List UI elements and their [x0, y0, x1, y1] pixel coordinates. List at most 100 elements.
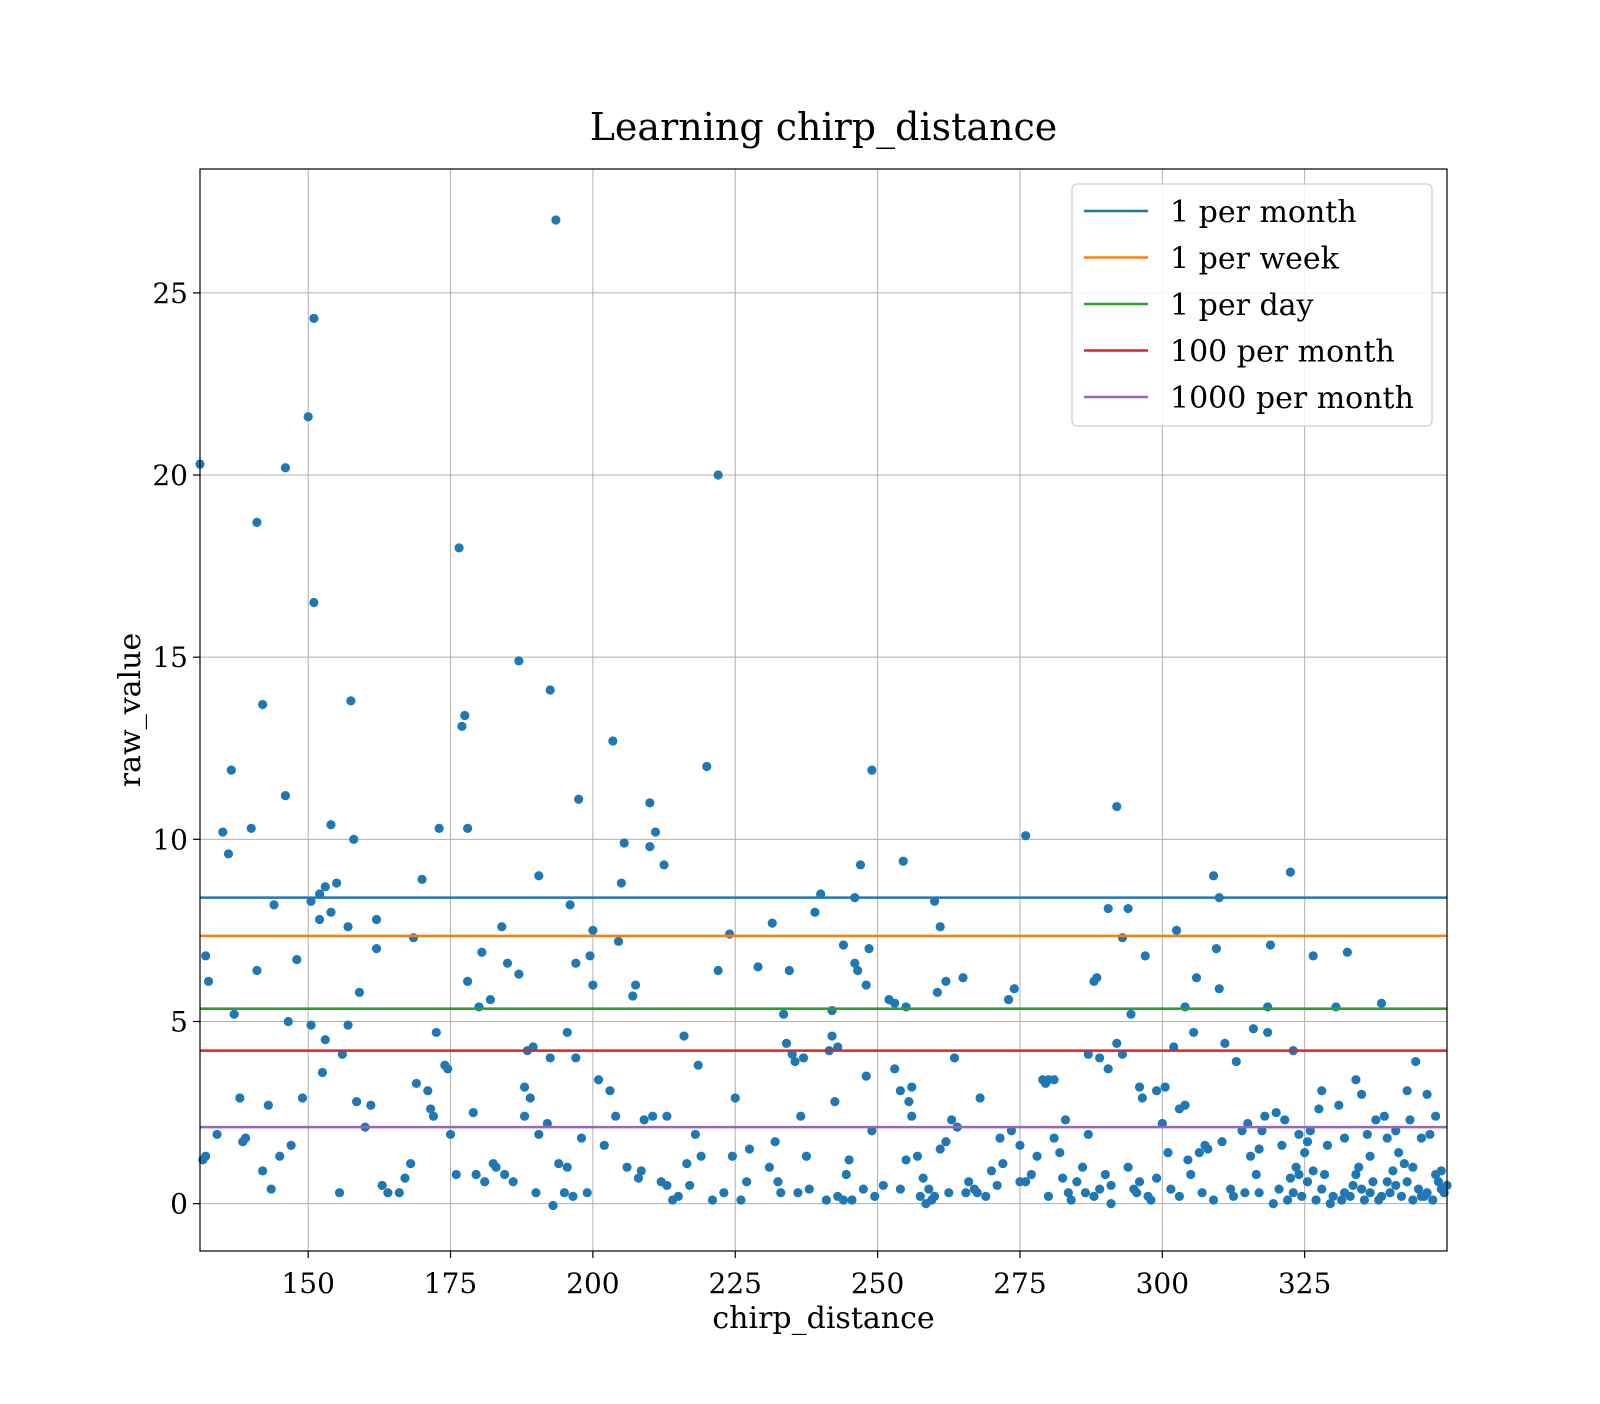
scatter-point [1260, 1111, 1270, 1121]
scatter-point [1103, 903, 1113, 914]
scatter-point [343, 1020, 353, 1030]
scatter-point [1043, 1191, 1054, 1201]
scatter-point [525, 1093, 535, 1103]
scatter-point [912, 1151, 923, 1161]
scatter-point [793, 1188, 803, 1198]
scatter-point [246, 823, 256, 834]
scatter-point [474, 1002, 484, 1012]
scatter-point [571, 1053, 581, 1063]
scatter-point [471, 1169, 481, 1180]
scatter-point [622, 1162, 632, 1172]
scatter-point [1060, 1115, 1071, 1125]
scatter-point [767, 918, 777, 928]
scatter-point [1197, 1188, 1207, 1198]
scatter-point [764, 1162, 775, 1172]
scatter-point [1240, 1188, 1250, 1198]
scatter-point [636, 1166, 646, 1176]
scatter-point [929, 896, 940, 906]
plot-frame [199, 168, 1448, 1252]
scatter-point [1157, 1118, 1167, 1129]
legend-label: 1 per month [1170, 195, 1357, 230]
scatter-point [870, 1191, 880, 1201]
scatter-point [992, 1180, 1002, 1191]
scatter-point [485, 995, 495, 1005]
scatter-point [784, 965, 794, 976]
scatter-point [830, 1097, 840, 1107]
scatter-point [337, 1049, 347, 1059]
scatter-point [1021, 831, 1031, 841]
scatter-point [1345, 1191, 1355, 1201]
x-tick-label: 250 [851, 1267, 904, 1300]
scatter-point [309, 313, 319, 323]
scatter-point [408, 933, 419, 943]
scatter-point [961, 1188, 971, 1198]
scatter-point [935, 1144, 945, 1154]
scatter-point [1220, 1038, 1230, 1048]
scatter-point [1083, 1049, 1093, 1059]
scatter-point [690, 1129, 700, 1140]
scatter-point [730, 1093, 740, 1103]
legend: 1 per month 1 per week 1 per day 100 per mo… [1071, 183, 1433, 427]
scatter-point [562, 1027, 572, 1038]
x-tick-label: 200 [566, 1267, 619, 1300]
scatter-point [781, 1038, 792, 1048]
y-tick-label: 25 [152, 277, 188, 310]
scatter-point [1416, 1133, 1426, 1143]
scatter-point [1405, 1115, 1415, 1125]
scatter-point [497, 922, 507, 932]
x-tick-label: 325 [1278, 1267, 1331, 1300]
scatter-point [964, 1177, 974, 1187]
scatter-point [744, 1144, 755, 1154]
scatter-point [434, 823, 444, 834]
scatter-point [1189, 1027, 1199, 1038]
axis-ticks: 150 175 200 225 250 275 300 325 0 5 10 15 20 25 [152, 277, 1331, 1300]
scatter-point [1396, 1191, 1407, 1201]
scatter-point [528, 1042, 538, 1052]
scatter-point [1163, 1148, 1173, 1158]
scatter-point [662, 1180, 672, 1191]
scatter-point [1183, 1155, 1193, 1165]
scatter-point [1391, 1126, 1401, 1136]
scatter-point [838, 940, 849, 950]
scatter-point [713, 965, 723, 976]
scatter-point [240, 1133, 251, 1143]
scatter-point [1328, 1191, 1338, 1201]
scatter-point [1359, 1195, 1370, 1205]
scatter-point [574, 794, 584, 804]
scatter-point [576, 1133, 587, 1143]
scatter-point [742, 1177, 752, 1187]
scatter-point [1100, 1169, 1110, 1180]
scatter-point [431, 1027, 441, 1038]
scatter-point [1382, 1177, 1392, 1187]
scatter-point [895, 1086, 905, 1096]
y-tick-label: 5 [170, 1005, 188, 1038]
scatter-point [1174, 1191, 1184, 1201]
scatter-point [599, 1140, 609, 1150]
scatter-point [1402, 1086, 1412, 1096]
scatter-point [941, 1137, 951, 1147]
scatter-point [798, 1053, 809, 1063]
scatter-point [1274, 1184, 1284, 1194]
scatter-point [1394, 1148, 1404, 1158]
scatter-point [203, 976, 214, 987]
scatter-point [1160, 1082, 1170, 1092]
scatter-point [1134, 1082, 1145, 1092]
scatter-point [263, 1100, 273, 1110]
scatter-point [1291, 1162, 1301, 1172]
scatter-point [306, 1020, 316, 1030]
scatter-point [508, 1177, 518, 1187]
scatter-point [1285, 1173, 1296, 1183]
scatter-point [827, 1031, 837, 1041]
scatter-point [1319, 1169, 1330, 1180]
scatter-point [878, 1180, 888, 1191]
scatter-point [1351, 1169, 1361, 1180]
scatter-point [1294, 1129, 1304, 1140]
scatter-point [451, 1169, 461, 1180]
scatter-point [480, 1177, 490, 1187]
scatter-point [1294, 1169, 1304, 1180]
scatter-point [334, 1188, 345, 1198]
scatter-point [1348, 1180, 1358, 1191]
scatter-point [838, 1195, 849, 1205]
scatter-point [1049, 1075, 1059, 1085]
scatter-point [1217, 1137, 1227, 1147]
